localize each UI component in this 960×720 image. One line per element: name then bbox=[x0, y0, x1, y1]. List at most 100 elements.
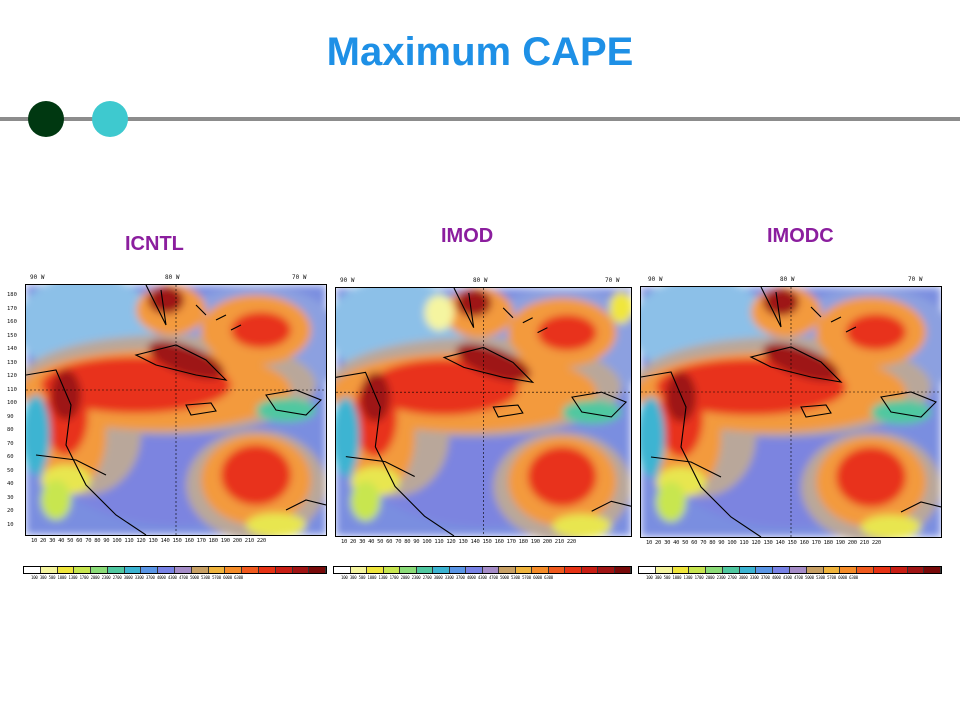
y-tick-label: 140 bbox=[7, 346, 17, 353]
colorbar-swatch bbox=[91, 567, 108, 573]
longitude-label: 80 W bbox=[473, 277, 488, 284]
y-tick-label: 40 bbox=[7, 481, 14, 488]
longitude-label: 90 W bbox=[30, 274, 45, 281]
colorbar-swatch bbox=[840, 567, 858, 573]
colorbar-swatch bbox=[790, 567, 807, 573]
panel-label-imod: IMOD bbox=[441, 225, 494, 247]
colorbar-swatch bbox=[258, 567, 276, 573]
colorbar-swatch bbox=[515, 567, 532, 573]
colorbar-swatch bbox=[350, 567, 367, 573]
slide-title: Maximum CAPE bbox=[326, 30, 634, 74]
colorbar-swatch bbox=[57, 567, 75, 573]
colorbar-swatch bbox=[416, 567, 433, 573]
y-tick-label: 30 bbox=[7, 494, 14, 501]
longitude-label: 70 W bbox=[605, 277, 620, 284]
colorbar-swatch bbox=[672, 567, 690, 573]
colorbar-swatch bbox=[383, 567, 400, 573]
colorbar-swatch bbox=[907, 567, 925, 573]
longitude-label: 80 W bbox=[780, 276, 795, 283]
colorbar-swatch bbox=[175, 567, 192, 573]
colorbar-swatch bbox=[242, 567, 259, 573]
panel-label-imodc: IMODC bbox=[767, 225, 834, 247]
colorbar-swatch bbox=[857, 567, 874, 573]
colorbar-swatch bbox=[924, 567, 942, 573]
colorbar-swatch bbox=[655, 567, 673, 573]
colorbar-swatch bbox=[614, 567, 631, 573]
colorbar-swatch bbox=[141, 567, 159, 573]
colorbar-swatch bbox=[773, 567, 791, 573]
colorbar-swatch bbox=[433, 567, 450, 573]
title-rule bbox=[0, 117, 960, 121]
colorbar-swatch bbox=[532, 567, 549, 573]
y-tick-label: 130 bbox=[7, 359, 17, 366]
colorbar-swatch bbox=[309, 567, 327, 573]
colorbar bbox=[638, 566, 942, 574]
y-tick-label: 170 bbox=[7, 305, 17, 312]
cape-map-imodc bbox=[640, 286, 942, 538]
y-tick-label: 70 bbox=[7, 440, 14, 447]
colorbar-swatch bbox=[24, 567, 41, 573]
longitude-label: 90 W bbox=[340, 277, 355, 284]
colorbar-swatch bbox=[74, 567, 92, 573]
colorbar-swatch bbox=[823, 567, 841, 573]
y-tick-label: 20 bbox=[7, 508, 14, 515]
colorbar-swatch bbox=[400, 567, 417, 573]
colorbar-swatch bbox=[565, 567, 582, 573]
x-tick-labels: 10 20 30 40 50 60 70 80 90 100 110 120 1… bbox=[341, 539, 576, 545]
colorbar-swatch bbox=[548, 567, 565, 573]
colorbar-swatch bbox=[449, 567, 466, 573]
colorbar-swatch bbox=[739, 567, 757, 573]
colorbar-swatch bbox=[598, 567, 615, 573]
y-tick-label: 60 bbox=[7, 454, 14, 461]
y-tick-label: 80 bbox=[7, 427, 14, 434]
y-tick-label: 180 bbox=[7, 292, 17, 298]
colorbar-swatch bbox=[191, 567, 209, 573]
colorbar-swatch bbox=[890, 567, 908, 573]
colorbar-swatch bbox=[367, 567, 384, 573]
colorbar-swatch bbox=[806, 567, 824, 573]
colorbar-swatch bbox=[124, 567, 142, 573]
x-tick-labels: 10 20 30 40 50 60 70 80 90 100 110 120 1… bbox=[646, 540, 881, 546]
colorbar-swatch bbox=[639, 567, 656, 573]
colorbar-swatch bbox=[706, 567, 723, 573]
cape-map-imod bbox=[335, 287, 632, 537]
longitude-label: 70 W bbox=[908, 276, 923, 283]
colorbar-swatch bbox=[581, 567, 598, 573]
y-tick-label: 90 bbox=[7, 413, 14, 420]
colorbar-swatch bbox=[756, 567, 774, 573]
longitude-label: 90 W bbox=[648, 276, 663, 283]
panel-label-icntl: ICNTL bbox=[125, 233, 184, 255]
colorbar-swatch bbox=[208, 567, 226, 573]
y-tick-label: 10 bbox=[7, 522, 14, 528]
colorbar-swatch bbox=[275, 567, 293, 573]
colorbar-swatch bbox=[40, 567, 58, 573]
colorbar-swatch bbox=[292, 567, 310, 573]
y-tick-label: 110 bbox=[7, 386, 17, 393]
colorbar bbox=[23, 566, 327, 574]
y-tick-label: 50 bbox=[7, 467, 14, 474]
colorbar-swatch bbox=[499, 567, 516, 573]
longitude-label: 80 W bbox=[165, 274, 180, 281]
cape-map-icntl bbox=[25, 284, 327, 536]
decor-dot-cyan bbox=[92, 101, 128, 137]
y-tick-label: 100 bbox=[7, 400, 17, 407]
x-tick-labels: 10 20 30 40 50 60 70 80 90 100 110 120 1… bbox=[31, 538, 266, 544]
colorbar-labels: 100 300 500 1000 1300 1700 2000 2300 270… bbox=[31, 575, 243, 580]
colorbar-swatch bbox=[158, 567, 176, 573]
y-tick-label: 120 bbox=[7, 373, 17, 380]
colorbar-swatch bbox=[722, 567, 740, 573]
decor-dot-dark bbox=[28, 101, 64, 137]
colorbar-swatch bbox=[334, 567, 351, 573]
colorbar-swatch bbox=[482, 567, 499, 573]
y-tick-label: 150 bbox=[7, 332, 17, 339]
longitude-label: 70 W bbox=[292, 274, 307, 281]
colorbar-swatch bbox=[689, 567, 707, 573]
colorbar bbox=[333, 566, 632, 574]
colorbar-labels: 100 300 500 1000 1300 1700 2000 2300 270… bbox=[646, 575, 858, 580]
y-tick-label: 160 bbox=[7, 319, 17, 326]
colorbar-labels: 100 300 500 1000 1300 1700 2000 2300 270… bbox=[341, 575, 553, 580]
colorbar-swatch bbox=[466, 567, 483, 573]
colorbar-swatch bbox=[225, 567, 243, 573]
colorbar-swatch bbox=[107, 567, 125, 573]
colorbar-swatch bbox=[873, 567, 891, 573]
